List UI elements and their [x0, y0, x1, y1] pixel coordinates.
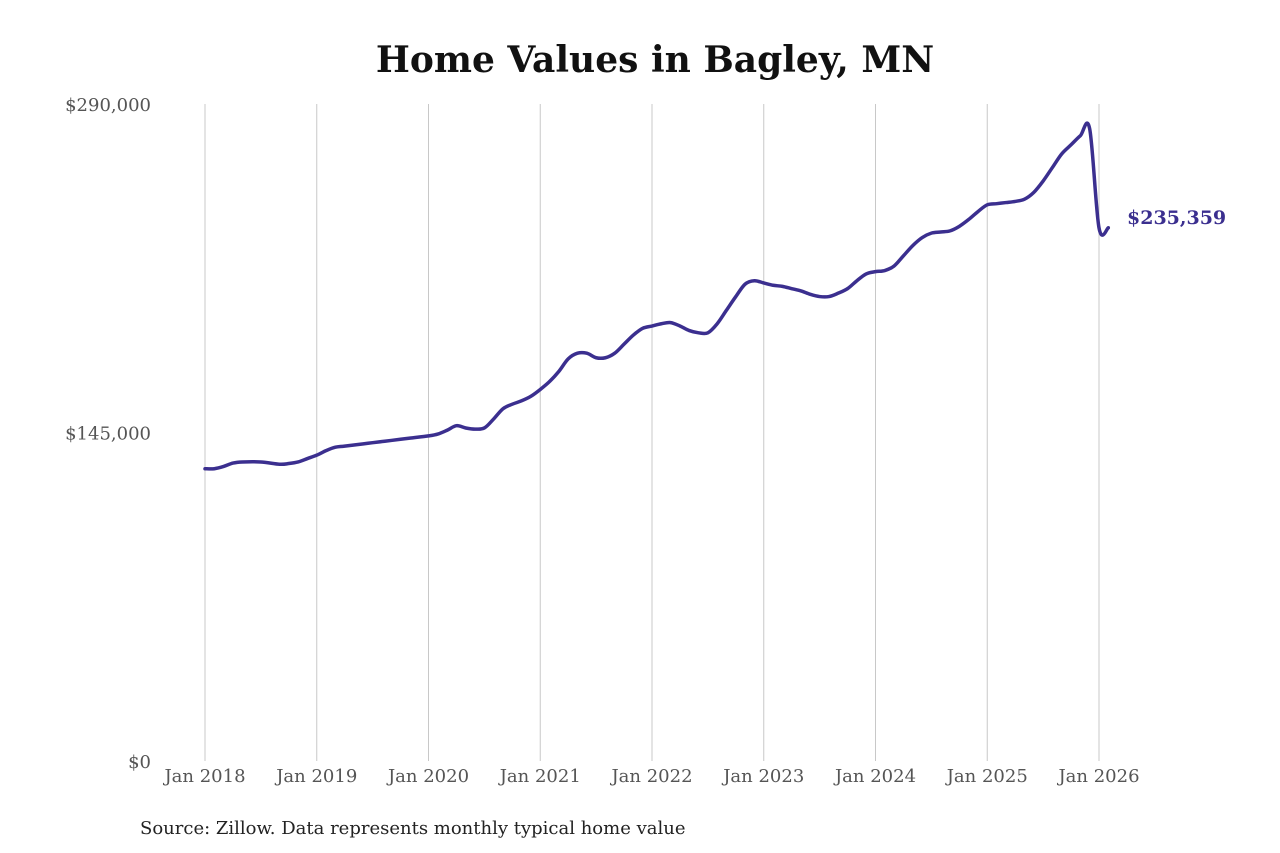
last-value-label: $235,359	[1127, 207, 1226, 229]
y-tick-label: $0	[128, 752, 151, 773]
x-tick-label: Jan 2022	[609, 766, 692, 787]
x-tick-label: Jan 2026	[1056, 766, 1139, 787]
x-tick-label: Jan 2023	[721, 766, 804, 787]
x-tick-label: Jan 2025	[945, 766, 1028, 787]
chart-title: Home Values in Bagley, MN	[376, 39, 934, 81]
gridlines	[204, 104, 1100, 761]
x-tick-label: Jan 2024	[833, 766, 916, 787]
x-tick-label: Jan 2019	[274, 766, 357, 787]
source-note: Source: Zillow. Data represents monthly …	[140, 818, 686, 839]
y-tick-label: $145,000	[65, 424, 151, 445]
x-axis-tick-labels: Jan 2018 Jan 2019 Jan 2020 Jan 2021 Jan 2022…	[162, 766, 1139, 787]
x-tick-label: Jan 2021	[498, 766, 581, 787]
y-tick-label: $290,000	[65, 95, 151, 116]
series-line-0	[203, 121, 1111, 471]
x-tick-label: Jan 2020	[386, 766, 469, 787]
x-tick-label: Jan 2018	[162, 766, 245, 787]
y-axis-tick-labels: $0 $145,000 $290,000	[65, 95, 151, 773]
series-group	[203, 121, 1111, 471]
